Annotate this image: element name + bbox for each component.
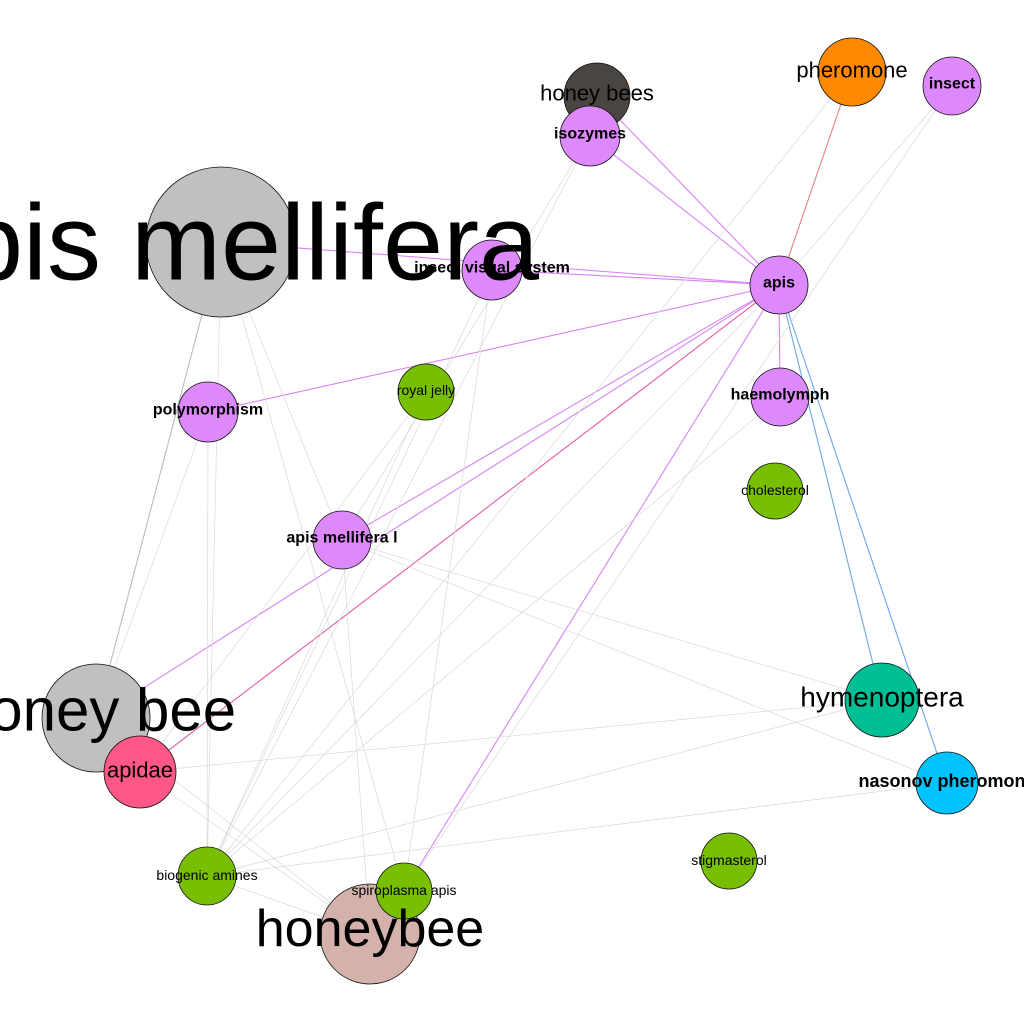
node-royal-jelly-icon[interactable] bbox=[397, 363, 455, 421]
edge-apis-to-biogenic-amines bbox=[206, 284, 780, 877]
edge-polymorphism-to-biogenic-amines bbox=[206, 411, 209, 877]
edge-apis-mellifera-to-biogenic-amines bbox=[206, 241, 222, 877]
node-apis-mellifera-l-icon[interactable] bbox=[312, 510, 372, 570]
edge-haemolymph-to-biogenic-amines bbox=[206, 396, 781, 877]
node-insect-icon[interactable] bbox=[922, 56, 982, 116]
edge-apis-to-honey-bee bbox=[95, 284, 780, 719]
node-label-nasonov: nasonov pheromone bbox=[858, 771, 1024, 791]
node-label-honey-bees: honey bees bbox=[540, 81, 654, 106]
edge-nasonov-to-biogenic-amines bbox=[206, 782, 948, 877]
node-label-polymorphism: polymorphism bbox=[153, 402, 263, 419]
edge-apis-to-honey-bees bbox=[596, 95, 780, 286]
edge-apis-mellifera-to-honey-bee bbox=[95, 241, 222, 719]
node-label-apidae: apidae bbox=[107, 758, 173, 783]
node-label-insect: insect bbox=[929, 76, 976, 93]
node-label-pheromone: pheromone bbox=[796, 58, 907, 83]
node-label-haemolymph: haemolymph bbox=[731, 387, 830, 404]
node-apidae-icon[interactable] bbox=[103, 735, 177, 809]
node-label-cholesterol: cholesterol bbox=[741, 482, 809, 498]
node-label-honeybee: honeybee bbox=[256, 900, 484, 958]
edge-apis-mellifera-l-to-honeybee bbox=[341, 539, 371, 935]
edge-apis-to-spiroplasma bbox=[403, 284, 780, 892]
edge-apis-mellifera-to-spiroplasma bbox=[220, 241, 405, 892]
node-label-stigmasterol: stigmasterol bbox=[691, 852, 766, 868]
node-spiroplasma-icon[interactable] bbox=[375, 862, 433, 920]
node-haemolymph-icon[interactable] bbox=[750, 367, 810, 427]
node-label-insect-visual: insect visual system bbox=[414, 260, 570, 277]
edge-apis-to-polymorphism bbox=[207, 284, 780, 413]
node-label-isozymes: isozymes bbox=[554, 126, 626, 143]
edge-pheromone-to-biogenic-amines bbox=[206, 71, 853, 877]
node-cholesterol-icon[interactable] bbox=[746, 462, 804, 520]
node-hymenoptera-icon[interactable] bbox=[844, 662, 920, 738]
edge-isozymes-to-biogenic-amines bbox=[206, 135, 591, 877]
edge-apis-to-insect-visual bbox=[491, 269, 780, 286]
edge-apis-to-pheromone bbox=[778, 71, 853, 286]
edge-royal-jelly-to-apidae bbox=[139, 391, 427, 773]
nodes-layer bbox=[41, 37, 982, 985]
node-label-apis: apis bbox=[763, 275, 795, 292]
node-label-apis-mellifera-l: apis mellifera l bbox=[286, 530, 397, 547]
node-label-biogenic-amines: biogenic amines bbox=[156, 867, 257, 883]
edge-apis-to-apis-mellifera-l bbox=[341, 284, 780, 541]
edge-insect-visual-to-spiroplasma bbox=[403, 269, 493, 892]
node-label-apis-mellifera: apis mellifera bbox=[0, 182, 540, 303]
edge-isozymes-to-apis-mellifera-l bbox=[341, 135, 591, 541]
labels-layer: apis mellifera honey bee honeybee honey bee… bbox=[0, 58, 1024, 959]
node-label-honey-bee: honey bee bbox=[0, 677, 236, 744]
edge-hymenoptera-to-apidae bbox=[139, 699, 883, 773]
edge-apis-mellifera-l-to-nasonov bbox=[341, 539, 948, 784]
edge-apis-to-isozymes bbox=[589, 135, 780, 286]
node-apis-icon[interactable] bbox=[749, 255, 809, 315]
node-label-royal-jelly: royal jelly bbox=[397, 382, 455, 398]
node-pheromone-icon[interactable] bbox=[817, 37, 887, 107]
edge-apis-to-insect bbox=[778, 85, 953, 286]
node-label-spiroplasma: spiroplasma apis bbox=[351, 882, 456, 898]
node-insect-visual-icon[interactable] bbox=[461, 239, 523, 301]
node-nasonov-icon[interactable] bbox=[915, 751, 979, 815]
node-stigmasterol-icon[interactable] bbox=[700, 832, 758, 890]
edge-apis-mellifera-l-to-hymenoptera bbox=[341, 539, 883, 701]
edge-royal-jelly-to-biogenic-amines bbox=[206, 391, 427, 877]
node-label-hymenoptera: hymenoptera bbox=[800, 682, 964, 713]
node-apis-mellifera-icon[interactable] bbox=[145, 166, 297, 318]
edge-apis-to-apidae bbox=[139, 284, 780, 773]
edge-insect-to-spiroplasma bbox=[403, 85, 953, 892]
node-isozymes-icon[interactable] bbox=[559, 105, 621, 167]
node-biogenic-amines-icon[interactable] bbox=[177, 846, 237, 906]
node-polymorphism-icon[interactable] bbox=[177, 381, 239, 443]
edge-apis-to-hymenoptera bbox=[778, 284, 883, 701]
edge-hymenoptera-to-biogenic-amines bbox=[206, 699, 883, 877]
